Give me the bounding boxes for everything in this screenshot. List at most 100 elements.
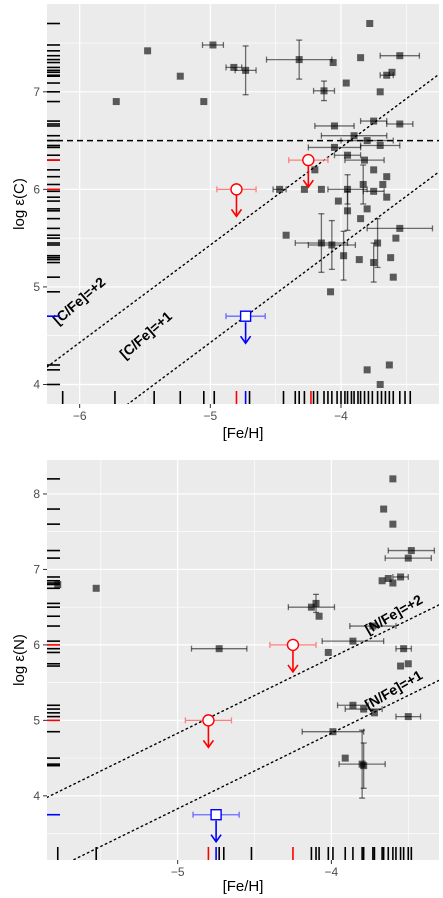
square-marker [383, 193, 391, 201]
data-point [370, 166, 378, 174]
square-marker [376, 141, 384, 149]
data-points [54, 475, 436, 844]
square-marker [112, 98, 120, 106]
data-point [386, 120, 414, 128]
y-axis-label: log ε(C) [11, 178, 28, 230]
square-marker [230, 63, 238, 71]
data-point [370, 242, 378, 283]
square-marker [389, 520, 397, 528]
square-marker [349, 701, 357, 709]
square-marker [349, 637, 357, 645]
rug-marks [47, 22, 412, 404]
square-marker [355, 256, 363, 264]
data-point [384, 574, 392, 582]
square-marker [383, 173, 391, 181]
square-marker [378, 577, 386, 585]
square-marker [328, 241, 336, 249]
square-marker [317, 239, 325, 247]
data-point [342, 79, 350, 87]
data-point [312, 80, 336, 102]
data-point [389, 520, 397, 528]
upper-limit-point [225, 310, 266, 345]
data-point [404, 660, 412, 668]
square-marker [329, 59, 337, 67]
data-point [341, 754, 349, 762]
data-point [357, 215, 365, 223]
data-point [359, 164, 367, 205]
square-marker [389, 273, 397, 281]
x-axis-label: [Fe/H] [223, 878, 264, 895]
square-marker [404, 554, 412, 562]
arrow-head [239, 335, 252, 345]
square-marker [404, 713, 412, 721]
data-point [327, 288, 335, 296]
open-circle-marker [286, 638, 300, 652]
square-marker [397, 662, 405, 670]
data-point [383, 173, 391, 181]
square-marker [341, 754, 349, 762]
y-tick-label: 5 [33, 713, 40, 727]
square-marker [300, 185, 308, 193]
square-marker [344, 185, 352, 193]
y-tick-label: 5 [33, 280, 40, 294]
square-marker [379, 180, 387, 188]
square-marker [350, 132, 358, 140]
data-point [357, 54, 365, 62]
data-point [362, 187, 385, 195]
upper-limit-point [184, 714, 233, 749]
data-point [112, 98, 120, 106]
data-point [54, 581, 62, 589]
square-marker [361, 156, 369, 164]
square-marker [54, 581, 62, 589]
data-point [363, 205, 371, 213]
square-marker [295, 56, 303, 64]
plot-background [47, 460, 439, 860]
square-marker [144, 47, 152, 55]
square-marker [385, 361, 393, 369]
arrow-head [287, 664, 299, 674]
square-marker [200, 98, 208, 106]
square-marker [315, 612, 323, 620]
data-point [389, 475, 397, 483]
data-point [336, 701, 369, 709]
square-marker [330, 143, 338, 151]
data-point [380, 505, 388, 513]
data-point [388, 68, 396, 76]
square-marker [376, 88, 384, 96]
open-circle-marker [202, 714, 215, 727]
square-marker [396, 120, 404, 128]
data-point [363, 366, 371, 374]
square-marker [392, 234, 400, 242]
grid [47, 460, 439, 860]
square-marker [320, 87, 328, 95]
y-tick-label: 6 [33, 182, 40, 196]
data-points [112, 20, 434, 388]
data-point [324, 648, 332, 656]
data-point [397, 662, 405, 670]
data-point [307, 219, 357, 271]
square-marker [363, 137, 371, 145]
square-marker [360, 705, 368, 713]
data-point [314, 122, 355, 130]
arrow-head [202, 739, 215, 749]
data-point [92, 584, 100, 592]
open-square-marker [239, 310, 252, 322]
data-point [392, 234, 400, 242]
x-tick-label: −6 [73, 409, 87, 423]
y-tick-label: 8 [33, 487, 40, 501]
square-marker [404, 660, 412, 668]
data-point [287, 603, 336, 611]
data-point [176, 72, 184, 80]
square-marker [359, 180, 367, 188]
square-marker [388, 68, 396, 76]
square-marker [389, 475, 397, 483]
x-tick-label: −5 [203, 409, 217, 423]
square-marker [363, 366, 371, 374]
y-tick-label: 4 [33, 789, 40, 803]
square-marker [370, 166, 378, 174]
square-marker [360, 762, 368, 770]
data-point [272, 185, 287, 193]
